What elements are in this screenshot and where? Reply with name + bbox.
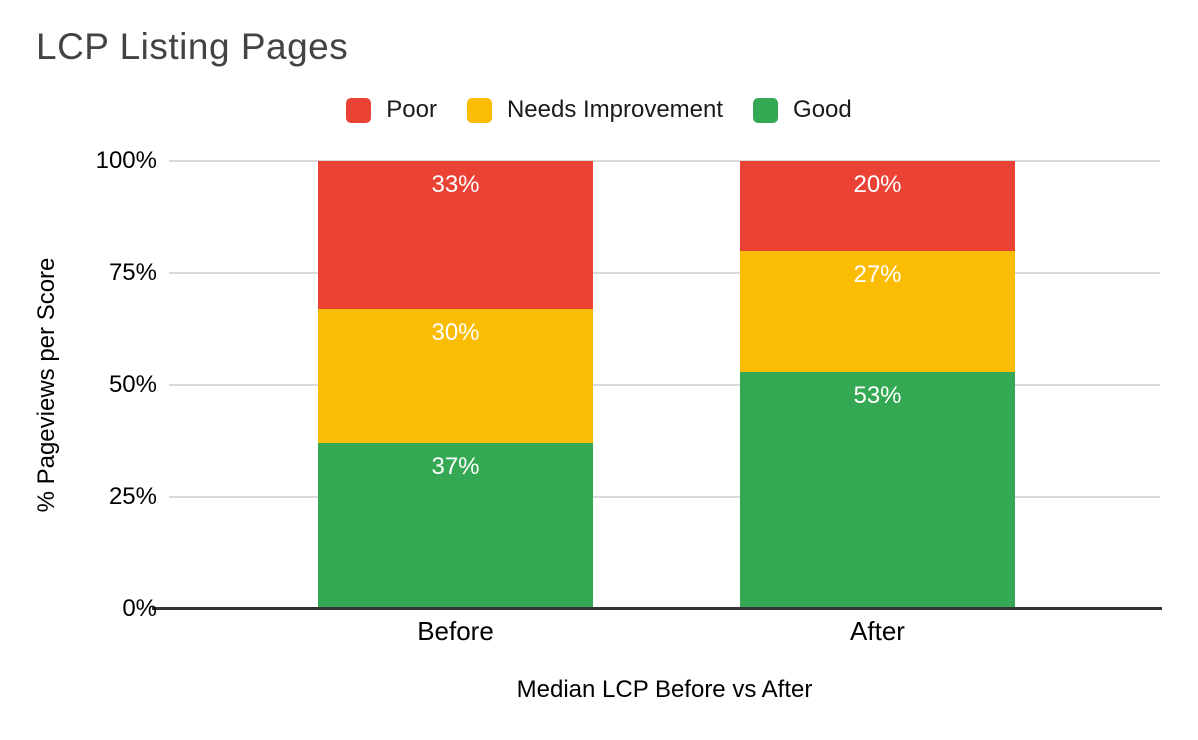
- plot-area: 37% 30% 33% 53% 27% 20%: [169, 160, 1160, 609]
- gridline-25: [169, 496, 1160, 498]
- legend-label: Poor: [386, 96, 437, 123]
- legend-swatch-icon: [753, 97, 779, 123]
- segment-poor-before: 33%: [318, 161, 593, 309]
- bar-before: 37% 30% 33%: [318, 161, 593, 609]
- legend-item-good: Good: [753, 96, 852, 124]
- x-tick-label-before: Before: [417, 616, 494, 646]
- x-axis-line: [152, 607, 1162, 610]
- y-tick-label-25: 25%: [108, 483, 157, 510]
- segment-value-label: 33%: [431, 171, 480, 199]
- gridline-75: [169, 272, 1160, 274]
- segment-value-label: 27%: [853, 260, 902, 288]
- x-tick-label-after: After: [850, 616, 905, 646]
- legend: Poor Needs Improvement Good: [0, 96, 1198, 124]
- y-tick-label-50: 50%: [108, 371, 157, 398]
- legend-item-poor: Poor: [346, 96, 437, 124]
- segment-value-label: 53%: [853, 381, 902, 409]
- gridline-50: [169, 384, 1160, 386]
- segment-good-after: 53%: [740, 371, 1015, 609]
- legend-swatch-icon: [466, 97, 492, 123]
- y-tick-label-75: 75%: [108, 259, 157, 286]
- y-tick-label-0: 0%: [122, 595, 157, 622]
- legend-item-needs-improvement: Needs Improvement: [466, 96, 724, 124]
- gridline-100: [169, 160, 1160, 162]
- legend-label: Needs Improvement: [506, 96, 724, 123]
- legend-label: Good: [793, 96, 852, 123]
- bar-after: 53% 27% 20%: [740, 161, 1015, 609]
- segment-poor-after: 20%: [740, 161, 1015, 251]
- segment-value-label: 37%: [431, 453, 480, 481]
- chart-title: LCP Listing Pages: [36, 26, 349, 67]
- segment-value-label: 20%: [853, 171, 902, 199]
- legend-swatch-icon: [346, 97, 372, 123]
- x-axis-title: Median LCP Before vs After: [516, 676, 813, 703]
- segment-needs-improvement-before: 30%: [318, 308, 593, 444]
- y-tick-label-100: 100%: [95, 147, 157, 174]
- segment-good-before: 37%: [318, 443, 593, 609]
- segment-value-label: 30%: [431, 318, 480, 346]
- segment-needs-improvement-after: 27%: [740, 250, 1015, 372]
